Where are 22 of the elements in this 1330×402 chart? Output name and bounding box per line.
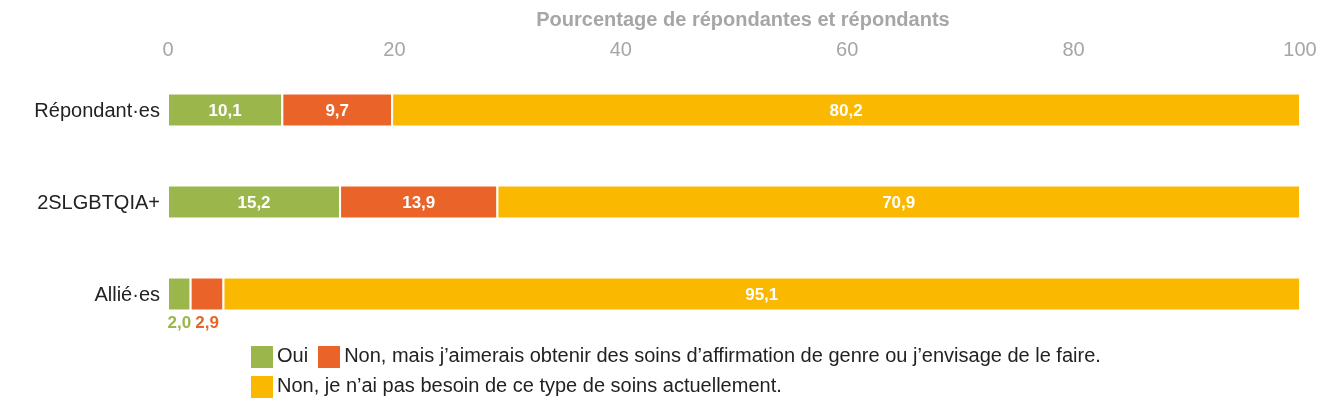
x-tick-label: 100 <box>1283 38 1317 60</box>
data-label: 2,9 <box>195 313 219 333</box>
data-label: 10,1 <box>208 100 242 120</box>
legend-label: Non, mais j’aimerais obtenir des soins d’affirmation de genre ou j’envisage de le faire. <box>344 344 1101 366</box>
x-tick-label: 0 <box>162 38 174 60</box>
legend-label: Non, je n’ai pas besoin de ce type de soins actuellement. <box>277 374 782 396</box>
x-axis-title: Pourcentage de répondantes et répondants <box>535 8 951 32</box>
data-label: 80,2 <box>829 100 863 120</box>
data-label: 13,9 <box>402 192 436 212</box>
data-label: 70,9 <box>882 192 916 212</box>
x-tick-label: 80 <box>1062 38 1085 60</box>
data-label: 95,1 <box>745 284 779 304</box>
data-label: 2,0 <box>167 313 192 333</box>
y-tick-label: 2SLGBTQIA+ <box>37 191 160 214</box>
data-label: 9,7 <box>325 100 350 120</box>
y-tick-label: Allié·es <box>94 283 160 306</box>
x-tick-label: 60 <box>836 38 859 60</box>
data-label: 15,2 <box>237 192 271 212</box>
x-tick-label: 40 <box>609 38 632 60</box>
x-tick-label: 20 <box>383 38 406 60</box>
y-tick-label: Répondant·es <box>34 99 160 122</box>
legend-label: Oui <box>277 344 309 366</box>
